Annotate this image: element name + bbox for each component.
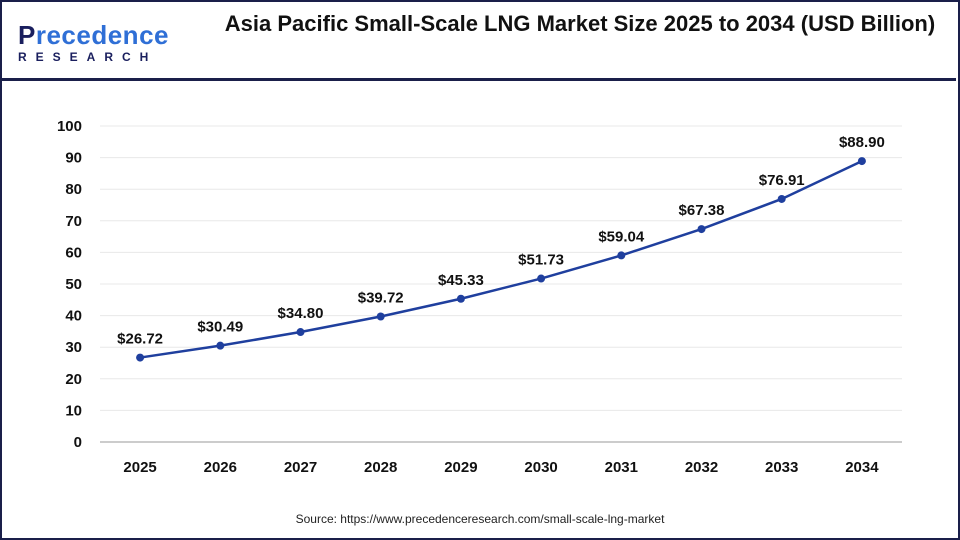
x-tick-label: 2026 — [204, 459, 237, 476]
x-tick-label: 2029 — [444, 459, 477, 476]
x-tick-label: 2032 — [685, 459, 718, 476]
source-note: Source: https://www.precedenceresearch.c… — [295, 512, 665, 526]
data-point — [216, 341, 225, 350]
data-label: $51.73 — [518, 252, 564, 269]
data-point — [857, 157, 866, 166]
logo-name: recedence — [35, 20, 169, 50]
x-tick-label: 2031 — [605, 459, 638, 476]
data-point — [697, 225, 706, 234]
x-tick-label: 2025 — [123, 459, 156, 476]
chart-title: Asia Pacific Small-Scale LNG Market Size… — [224, 11, 936, 36]
logo-initial: P — [18, 20, 36, 50]
y-tick-label: 60 — [65, 244, 82, 261]
y-tick-label: 50 — [65, 276, 82, 293]
y-tick-label: 30 — [65, 339, 82, 356]
data-point — [456, 294, 465, 303]
x-tick-label: 2028 — [364, 459, 397, 476]
y-tick-label: 20 — [65, 371, 82, 388]
y-tick-label: 80 — [65, 181, 82, 198]
y-tick-label: 40 — [65, 308, 82, 325]
y-tick-label: 100 — [57, 118, 82, 135]
data-label: $59.04 — [598, 228, 645, 245]
data-point — [777, 194, 786, 203]
data-label: $76.91 — [759, 172, 805, 189]
logo-subtitle: RESEARCH — [18, 50, 158, 64]
y-tick-label: 90 — [65, 150, 82, 167]
x-tick-label: 2030 — [524, 459, 557, 476]
precedence-research-logo: Precedence RESEARCH — [18, 22, 169, 64]
y-tick-label: 0 — [74, 434, 82, 451]
data-point — [617, 251, 626, 260]
data-label: $39.72 — [358, 289, 404, 306]
data-label: $30.49 — [197, 319, 243, 336]
data-label: $26.72 — [117, 331, 163, 348]
series-line — [139, 159, 863, 359]
x-tick-label: 2033 — [765, 459, 798, 476]
x-tick-label: 2034 — [845, 459, 879, 476]
x-tick-label: 2027 — [284, 459, 317, 476]
data-point — [296, 328, 305, 337]
data-label: $34.80 — [278, 305, 324, 322]
data-point — [376, 312, 385, 321]
data-label: $67.38 — [679, 202, 725, 219]
data-label: $88.90 — [839, 134, 885, 151]
data-point — [136, 353, 145, 362]
data-label: $45.33 — [438, 272, 484, 289]
data-point — [537, 274, 546, 283]
header: Precedence RESEARCH Asia Pacific Small-S… — [0, 0, 956, 81]
y-tick-label: 10 — [65, 402, 82, 419]
y-tick-label: 70 — [65, 213, 82, 230]
